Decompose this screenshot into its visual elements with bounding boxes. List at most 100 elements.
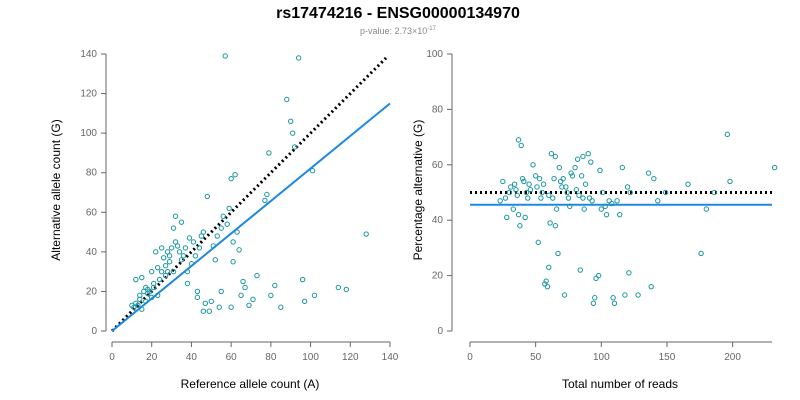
left-data-point	[184, 268, 191, 275]
right-data-point	[648, 283, 654, 290]
left-data-point	[149, 268, 155, 275]
right-data-point	[568, 170, 574, 176]
left-data-point	[135, 302, 141, 308]
left-x-tick-label: 40	[186, 352, 198, 363]
right-data-point	[547, 220, 553, 226]
left-y-tick-label: 0	[91, 326, 97, 337]
left-data-point	[254, 272, 260, 279]
right-data-point	[497, 198, 503, 204]
left-data-point	[182, 245, 189, 251]
right-data-point	[614, 198, 620, 204]
right-data-point	[551, 175, 557, 182]
left-x-axis-label: Reference allele count (A)	[181, 377, 320, 391]
left-data-point	[288, 118, 294, 124]
right-data-point	[515, 211, 522, 218]
right-x-tick-label: 50	[530, 352, 542, 363]
left-data-point	[212, 257, 218, 263]
left-data-point	[170, 268, 177, 275]
left-data-point	[194, 288, 201, 295]
left-data-point	[160, 255, 167, 261]
right-x-axis-label: Total number of reads	[562, 377, 678, 391]
left-data-point	[158, 268, 165, 275]
left-data-point	[216, 304, 222, 310]
left-data-point	[228, 304, 234, 310]
right-data-point	[502, 195, 509, 201]
right-data-point	[525, 195, 531, 201]
right-data-point	[513, 187, 519, 193]
right-data-point	[598, 206, 605, 212]
right-data-point	[624, 184, 631, 190]
right-data-point	[651, 175, 657, 182]
left-data-point	[184, 280, 191, 287]
right-data-point	[622, 292, 628, 298]
right-data-point	[518, 142, 524, 149]
left-panel: 0 20 40 60 80 100 120 140 0 20 40 60 80 100 120 140	[80, 49, 398, 363]
left-data-point	[291, 144, 298, 150]
left-data-point	[168, 245, 175, 251]
right-data-point	[508, 184, 514, 190]
left-data-point	[218, 288, 224, 295]
left-data-point	[174, 243, 181, 249]
left-data-point	[250, 296, 256, 303]
right-x-tick-label: 200	[724, 352, 741, 363]
right-y-axis-label: Percentage alternative (G)	[411, 120, 425, 261]
right-data-point	[555, 250, 561, 257]
right-data-point	[553, 206, 560, 212]
left-data-point	[295, 55, 302, 61]
left-data-point	[151, 280, 157, 287]
right-data-point	[569, 173, 576, 179]
right-data-point	[544, 283, 551, 290]
left-data-point	[180, 253, 187, 259]
left-data-point	[186, 235, 193, 241]
right-data-point	[724, 131, 731, 138]
left-data-point	[154, 264, 161, 271]
right-y-tick-label: 100	[426, 49, 443, 60]
left-x-tick-label: 120	[342, 352, 359, 363]
right-data-point	[577, 267, 583, 273]
right-data-point	[517, 223, 523, 229]
left-y-tick-label: 120	[80, 89, 97, 100]
right-data-point	[534, 184, 540, 190]
p-value-text: p-value: 2.73×10	[360, 26, 427, 36]
left-y-axis-label: Alternative allele count (G)	[49, 119, 63, 260]
right-data-point	[546, 192, 552, 198]
right-data-point	[611, 300, 618, 306]
right-data-point	[514, 192, 520, 198]
left-x-tick-label: 100	[302, 352, 319, 363]
left-data-point	[220, 213, 226, 219]
left-data-point	[190, 239, 197, 245]
right-data-point	[597, 167, 603, 174]
left-data-point	[139, 274, 145, 281]
right-data-point	[595, 272, 602, 279]
left-x-tick-label: 20	[146, 352, 158, 363]
right-data-point	[532, 173, 539, 179]
left-data-point	[232, 171, 238, 178]
right-x-tick-label: 0	[467, 352, 473, 363]
left-data-point	[262, 197, 268, 204]
right-data-point	[560, 175, 566, 182]
right-y-tick-label: 20	[432, 271, 444, 282]
right-data-point	[536, 175, 543, 182]
left-data-point	[194, 294, 201, 301]
right-y-tick-label: 60	[432, 160, 444, 171]
left-data-point	[137, 292, 143, 299]
left-data-point	[133, 276, 139, 283]
left-data-point	[290, 130, 296, 136]
left-data-point	[278, 304, 284, 310]
left-data-point	[170, 225, 177, 231]
right-data-point	[511, 181, 518, 187]
left-data-point	[268, 292, 274, 299]
left-data-point	[156, 276, 163, 283]
right-data-point	[606, 198, 612, 204]
right-data-point	[592, 295, 598, 301]
left-data-point	[143, 298, 149, 305]
right-data-point	[557, 178, 564, 185]
right-panel: 0 50 100 150 200 0 20 40 60 80 100	[426, 49, 778, 363]
right-data-point	[655, 198, 661, 204]
left-data-point	[234, 229, 240, 235]
right-data-point	[552, 223, 559, 229]
left-data-point	[230, 239, 236, 245]
left-data-point	[149, 294, 155, 301]
right-data-point	[588, 159, 594, 165]
right-data-point	[523, 189, 530, 196]
